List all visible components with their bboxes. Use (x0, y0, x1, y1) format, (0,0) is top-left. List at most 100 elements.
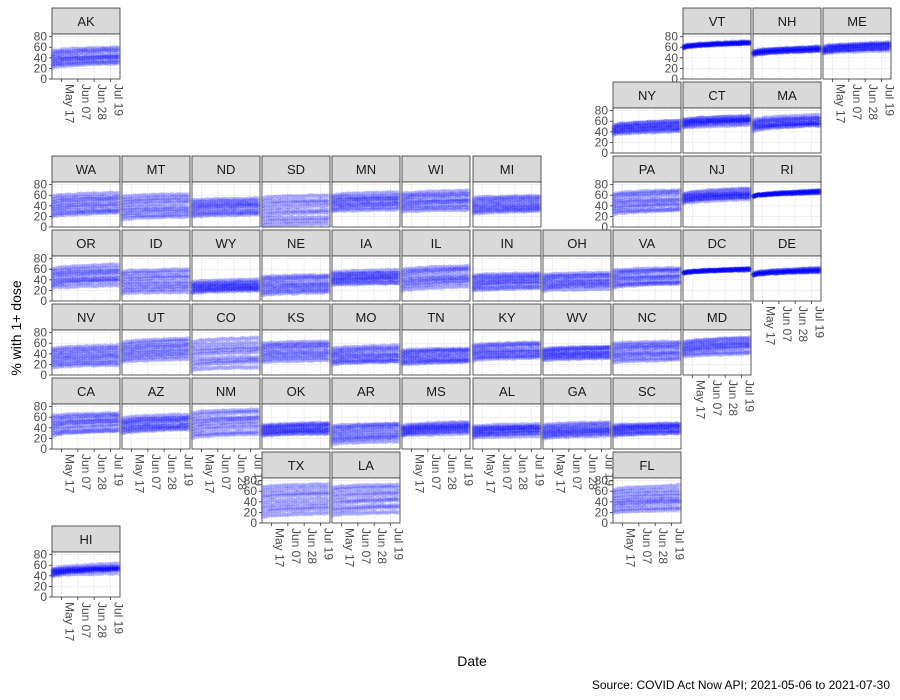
data-point (106, 59, 112, 65)
data-point (104, 61, 109, 67)
panel-points (50, 45, 121, 70)
data-point (85, 61, 91, 67)
data-point (101, 57, 107, 63)
data-point (97, 52, 102, 58)
data-point (66, 62, 72, 68)
data-point (688, 44, 694, 50)
panel-nd: ND (190, 155, 261, 228)
data-point (80, 55, 86, 61)
panel-strip (682, 7, 752, 35)
data-point (59, 59, 65, 64)
data-point (106, 48, 112, 53)
data-point (85, 46, 91, 51)
data-point (99, 45, 105, 51)
x-tick-label: Jul 19 (112, 84, 126, 116)
data-point (97, 48, 102, 54)
data-point (683, 45, 689, 50)
panel-sd: SD (260, 155, 331, 229)
data-point (80, 60, 86, 66)
data-point (113, 57, 119, 63)
data-point (62, 56, 67, 62)
data-point (85, 53, 91, 58)
data-point (76, 51, 81, 56)
data-point (686, 44, 692, 50)
data-point (85, 50, 91, 55)
panel-points (50, 190, 121, 219)
panel-strip-label: WA (76, 162, 97, 177)
y-tick-label: 80 (34, 178, 48, 192)
data-point (73, 60, 79, 66)
panel-points (400, 188, 471, 214)
data-point (104, 57, 109, 62)
data-point (90, 53, 95, 58)
data-point (108, 53, 114, 58)
data-point (76, 46, 81, 52)
data-point (106, 49, 112, 55)
data-point (57, 63, 63, 68)
data-point (97, 49, 102, 55)
data-point (113, 49, 119, 55)
data-point (55, 63, 61, 69)
panel-points (190, 195, 261, 219)
data-point (78, 58, 84, 64)
data-point (73, 62, 79, 68)
data-point (115, 45, 121, 51)
panel-strip-label: MI (500, 162, 514, 177)
data-point (115, 59, 121, 65)
data-point (52, 60, 58, 66)
data-point (111, 57, 116, 63)
data-point (104, 54, 109, 60)
panel-mi: MI (471, 155, 542, 228)
data-point (71, 56, 77, 62)
data-point (90, 48, 95, 53)
data-point (78, 50, 84, 55)
data-point (108, 45, 114, 51)
panel-strip-label: RI (781, 162, 794, 177)
data-point (94, 60, 100, 65)
x-tick-label: Jun 28 (95, 84, 109, 120)
data-point (83, 61, 88, 67)
data-point (90, 61, 95, 67)
data-point (99, 54, 105, 60)
data-point (80, 50, 86, 55)
panel-strip-label: VT (709, 14, 726, 29)
data-point (59, 56, 65, 62)
data-point (80, 62, 86, 68)
data-point (69, 59, 74, 65)
data-point (90, 55, 95, 61)
data-point (85, 48, 91, 54)
data-point (92, 61, 98, 67)
data-point (80, 58, 86, 64)
panel-strip-label: SD (287, 162, 305, 177)
data-point (85, 58, 91, 63)
data-point (66, 54, 72, 59)
panel-mn: MN (330, 155, 401, 228)
data-point (78, 48, 84, 54)
data-point (69, 49, 74, 55)
data-point (90, 45, 95, 51)
data-point (57, 60, 63, 65)
data-point (55, 52, 61, 58)
panel-nh: NH (751, 7, 822, 80)
data-point (76, 58, 81, 64)
data-point (69, 55, 74, 61)
panel-nj: NJ (681, 155, 752, 228)
data-point (80, 46, 86, 52)
y-tick-label: 60 (34, 40, 48, 54)
data-point (62, 51, 67, 57)
data-point (83, 53, 88, 58)
data-point (66, 55, 72, 61)
data-point (113, 60, 119, 66)
panel-wi: WI (400, 155, 471, 228)
data-point (115, 54, 121, 59)
data-point (80, 53, 86, 59)
data-point (57, 55, 63, 61)
data-point (104, 54, 109, 60)
panel-strip-label: WI (428, 162, 444, 177)
data-point (92, 49, 98, 55)
data-point (87, 45, 93, 51)
data-point (90, 50, 95, 55)
data-point (111, 54, 116, 59)
